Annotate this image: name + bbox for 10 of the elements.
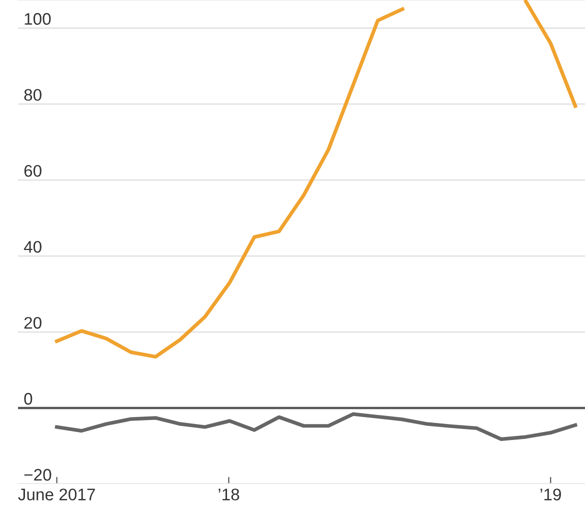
x-tick-label: ’18 [218, 488, 240, 500]
y-tick-label: −20 [24, 468, 52, 481]
x-tick-label: ’19 [540, 488, 561, 500]
y-tick-label: 0 [24, 392, 32, 405]
x-tick-label: June 2017 [18, 488, 95, 500]
y-tick-label: 100 [24, 13, 51, 25]
y-tick-label: 80 [24, 89, 42, 101]
y-tick-label: 60 [24, 164, 42, 177]
y-tick-label: 20 [24, 316, 42, 329]
y-tick-label: 40 [24, 240, 42, 253]
